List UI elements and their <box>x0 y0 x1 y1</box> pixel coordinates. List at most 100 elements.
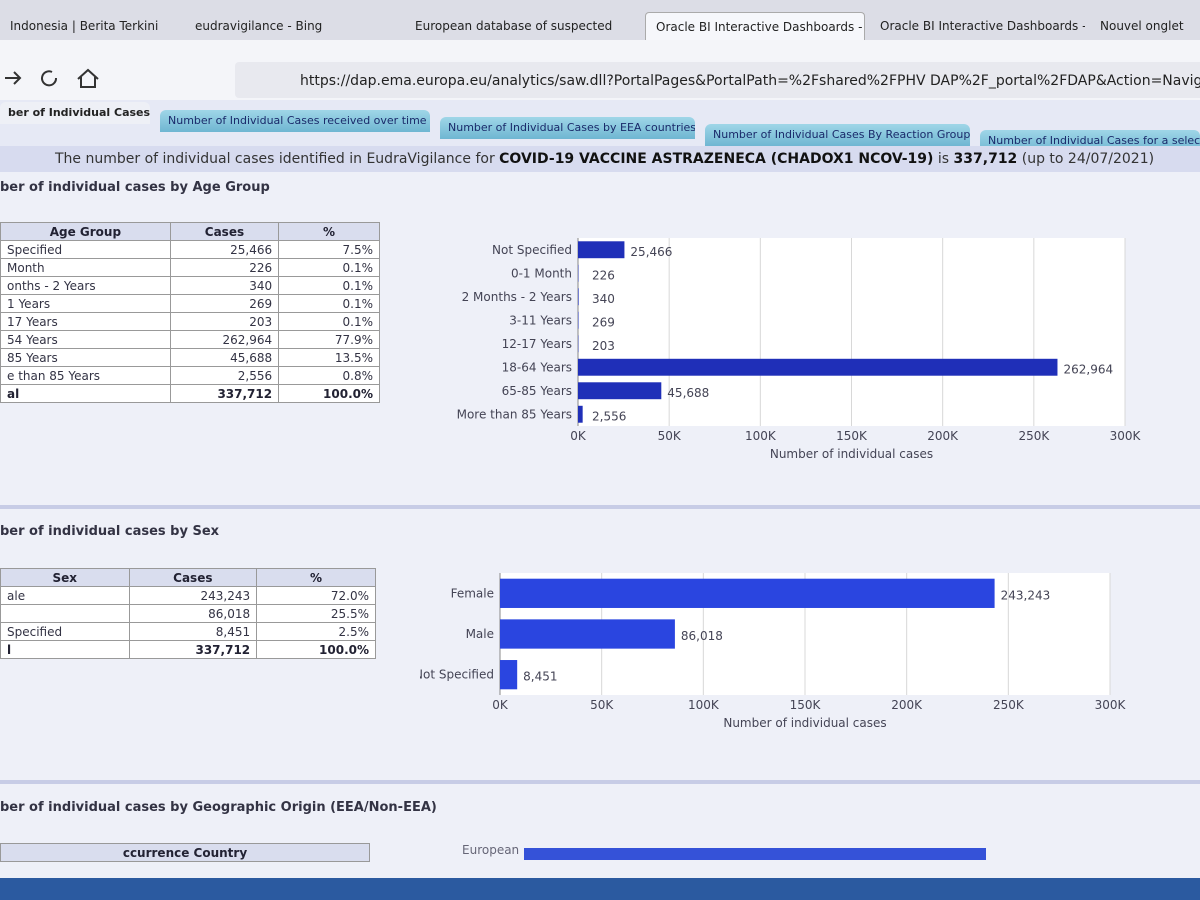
x-tick-label: 250K <box>1018 429 1050 443</box>
table-cell: 0.1% <box>278 312 380 331</box>
x-tick-label: 100K <box>745 429 777 443</box>
tab-bar: Indonesia | Berita Terkini eudravigilance… <box>0 0 1200 40</box>
table-row: 54 Years 262,964 77.9% <box>0 330 380 349</box>
table-cell: 100.0% <box>256 640 376 659</box>
table-cell: 269 <box>169 294 280 313</box>
table-cell: 54 Years <box>0 330 171 349</box>
table-cell: onths - 2 Years <box>0 276 171 295</box>
table-cell: 45,688 <box>169 348 280 367</box>
x-tick-label: 150K <box>836 429 868 443</box>
bar <box>578 358 1058 376</box>
partial-label: European <box>462 843 520 857</box>
value-label: 340 <box>592 292 615 306</box>
value-label: 86,018 <box>681 629 723 643</box>
dashboard-tab[interactable]: Number of Individual Cases By Reaction G… <box>705 124 970 146</box>
bar <box>578 405 583 423</box>
value-label: 45,688 <box>667 386 709 400</box>
taskbar <box>0 878 1200 900</box>
table-cell: 337,712 <box>169 384 280 403</box>
category-label: Female <box>451 586 494 600</box>
table-cell: e than 85 Years <box>0 366 171 385</box>
category-label: Male <box>466 627 494 641</box>
table-row: al 337,712 100.0% <box>0 384 380 403</box>
table-cell: 85 Years <box>0 348 171 367</box>
table-cell: 25.5% <box>256 604 376 623</box>
table-header: ccurrence Country <box>0 843 370 862</box>
url[interactable]: https://dap.ema.europa.eu/analytics/saw.… <box>300 73 1200 89</box>
headline-is: is <box>937 151 950 167</box>
table-cell: 337,712 <box>128 640 258 659</box>
category-label: Not Specified <box>492 243 572 257</box>
table-cell: 0.1% <box>278 258 380 277</box>
browser-tab[interactable]: Oracle BI Interactive Dashboards - <box>880 19 1085 33</box>
bar <box>578 382 662 400</box>
table-row: l 337,712 100.0% <box>0 640 376 659</box>
section-divider <box>0 780 1200 784</box>
column-header: Cases <box>169 222 280 241</box>
column-header: % <box>256 568 376 587</box>
browser-tab[interactable]: Oracle BI Interactive Dashboards - <box>645 12 865 40</box>
bar <box>578 288 579 306</box>
url-box[interactable] <box>235 62 1200 98</box>
table-cell: al <box>0 384 171 403</box>
partial-bar <box>524 848 986 860</box>
x-tick-label: 50K <box>658 429 682 443</box>
table-row: 17 Years 203 0.1% <box>0 312 380 331</box>
table-cell: l <box>0 640 130 659</box>
x-tick-label: 200K <box>891 698 923 712</box>
column-header: Cases <box>128 568 258 587</box>
value-label: 243,243 <box>1001 588 1051 602</box>
column-header: Age Group <box>0 222 171 241</box>
column-header: ccurrence Country <box>0 843 370 862</box>
table-row: Specified 8,451 2.5% <box>0 622 376 641</box>
browser-tab[interactable]: Nouvel onglet <box>1100 19 1184 33</box>
x-tick-label: 150K <box>790 698 822 712</box>
browser-tab[interactable]: eudravigilance - Bing <box>195 19 323 33</box>
category-label: 2 Months - 2 Years <box>462 290 572 304</box>
section-divider <box>0 505 1200 509</box>
table-header: Age Group Cases% <box>0 222 380 241</box>
headline-total: 337,712 <box>953 151 1018 167</box>
x-tick-label: 100K <box>688 698 720 712</box>
x-tick-label: 200K <box>927 429 959 443</box>
table-row: Specified 25,466 7.5% <box>0 240 380 259</box>
table-cell: 7.5% <box>278 240 380 259</box>
table-cell: 86,018 <box>128 604 258 623</box>
table-cell: ale <box>0 586 130 605</box>
category-label: 3-11 Years <box>509 313 572 327</box>
bar <box>500 660 518 690</box>
value-label: 262,964 <box>1063 362 1113 376</box>
value-label: 8,451 <box>523 670 557 684</box>
bar-chart: 0K 50K 100K 150K 200K 250K 300K Number of indiv… <box>457 238 1142 461</box>
section-title: ber of individual cases by Age Group <box>0 180 270 195</box>
value-label: 269 <box>592 315 615 329</box>
table-cell: 1 Years <box>0 294 171 313</box>
table-cell: 203 <box>169 312 280 331</box>
browser-tab[interactable]: European database of suspected <box>415 19 613 33</box>
table-cell: 17 Years <box>0 312 171 331</box>
table-cell: 226 <box>169 258 280 277</box>
browser-tab[interactable]: Indonesia | Berita Terkini <box>10 19 159 33</box>
table-row: e than 85 Years 2,556 0.8% <box>0 366 380 385</box>
table-row: onths - 2 Years 340 0.1% <box>0 276 380 295</box>
table-cell: 100.0% <box>278 384 380 403</box>
headline: The number of individual cases identifie… <box>0 146 1200 172</box>
section-title: ber of individual cases by Geographic Or… <box>0 800 437 815</box>
x-tick-label: 0K <box>492 698 509 712</box>
x-axis-title: Number of individual cases <box>770 447 933 461</box>
data-table: ccurrence Country <box>0 843 370 862</box>
headline-product: COVID-19 VACCINE ASTRAZENECA (CHADOX1 NC… <box>499 151 934 167</box>
dashboard-tab[interactable]: Number of Individual Cases by EEA countr… <box>440 117 695 139</box>
value-label: 203 <box>592 339 615 353</box>
table-cell: 2,556 <box>169 366 280 385</box>
dashboard-tab[interactable]: ber of Individual Cases <box>0 102 150 124</box>
table-cell: Specified <box>0 622 130 641</box>
table-row: 1 Years 269 0.1% <box>0 294 380 313</box>
nav-icons <box>5 68 99 88</box>
bar <box>500 578 995 608</box>
dashboard-tab[interactable]: Number of Individual Cases received over… <box>160 110 430 132</box>
x-tick-label: 0K <box>570 429 587 443</box>
data-table: Age Group Cases% Specified 25,466 7.5% Month 2… <box>0 222 380 403</box>
data-table: Sex Cases% ale 243,243 72.0% 86,018 25.5% Speci… <box>0 568 376 659</box>
category-label: Not Specified <box>420 668 494 682</box>
